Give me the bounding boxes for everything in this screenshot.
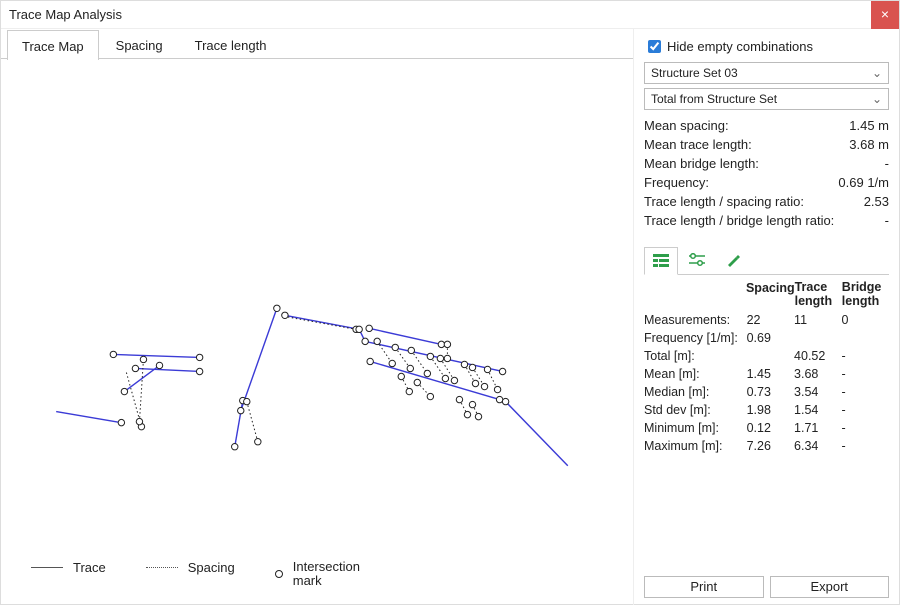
pencil-icon[interactable] [716,246,750,274]
stats-table: Spacing Tracelength Bridgelength Measure… [644,281,889,453]
col-trace-length: Tracelength [795,281,842,309]
structure-set-select[interactable]: Structure Set 03 [644,62,889,84]
print-button[interactable]: Print [644,576,764,598]
close-icon[interactable]: × [871,1,899,29]
structure-set-value: Structure Set 03 [651,66,738,80]
legend-spacing-label: Spacing [188,560,235,575]
stat-mean-bridge-length: Mean bridge length:- [644,156,889,171]
total-from-select[interactable]: Total from Structure Set [644,88,889,110]
window-title: Trace Map Analysis [9,7,122,22]
trace-line-icon [31,567,63,568]
trace-map-canvas [1,59,633,544]
tab-spacing[interactable]: Spacing [101,29,178,59]
stat-ratio-spacing: Trace length / spacing ratio:2.53 [644,194,889,209]
row-median: Median [m]:0.733.54- [644,385,889,399]
stat-mean-trace-length: Mean trace length:3.68 m [644,137,889,152]
stat-mean-spacing: Mean spacing:1.45 m [644,118,889,133]
stat-frequency: Frequency:0.69 1/m [644,175,889,190]
legend-trace: Trace [31,560,106,575]
col-bridge-length: Bridgelength [842,281,889,309]
intersection-mark-icon [275,570,283,578]
row-min: Minimum [m]:0.121.71- [644,421,889,435]
tab-trace-length[interactable]: Trace length [180,29,282,59]
legend-intersection-label: Intersection mark [293,560,360,590]
hide-empty-label: Hide empty combinations [667,39,813,54]
row-stddev: Std dev [m]:1.981.54- [644,403,889,417]
hide-empty-input[interactable] [648,40,661,53]
titlebar: Trace Map Analysis × [1,1,899,29]
main-tabs: Trace Map Spacing Trace length [1,29,633,59]
row-max: Maximum [m]:7.266.34- [644,439,889,453]
table-icon[interactable] [644,247,678,275]
tool-tabs [644,246,889,275]
hide-empty-checkbox[interactable]: Hide empty combinations [644,37,889,56]
stat-ratio-bridge: Trace length / bridge length ratio:- [644,213,889,228]
legend-trace-label: Trace [73,560,106,575]
legend: Trace Spacing Intersection mark [1,544,633,605]
spacing-line-icon [146,567,178,568]
col-spacing: Spacing [746,281,795,309]
row-frequency: Frequency [1/m]:0.69 [644,331,889,345]
total-from-value: Total from Structure Set [651,92,777,106]
legend-intersection: Intersection mark [275,560,360,590]
tab-trace-map[interactable]: Trace Map [7,30,99,60]
sliders-icon[interactable] [680,246,714,274]
row-measurements: Measurements:22110 [644,313,889,327]
row-mean: Mean [m]:1.453.68- [644,367,889,381]
legend-spacing: Spacing [146,560,235,575]
export-button[interactable]: Export [770,576,890,598]
row-total: Total [m]:40.52- [644,349,889,363]
